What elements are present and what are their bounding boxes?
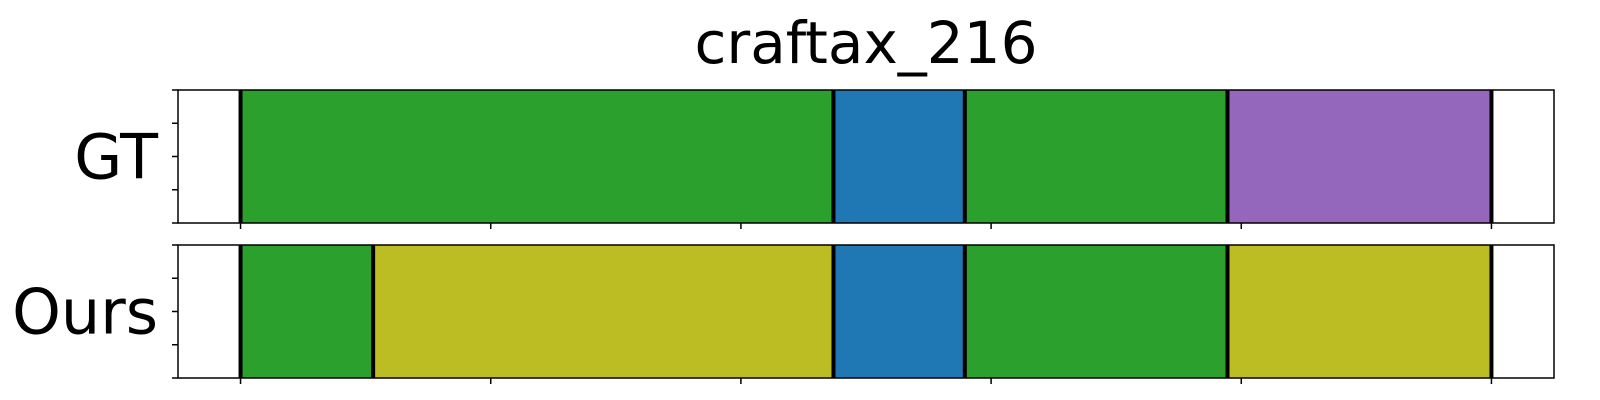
segment-gt-4 [1227, 90, 1492, 223]
segment-ours-5 [1227, 245, 1492, 378]
segment-ours-3 [833, 245, 965, 378]
row-label-gt: GT [74, 121, 159, 194]
segment-ours-2 [373, 245, 834, 378]
segment-ours-1 [240, 245, 374, 378]
chart-title: craftax_216 [695, 9, 1038, 77]
row-gt: GT [74, 89, 1555, 229]
row-ours: Ours [12, 244, 1555, 384]
row-label-ours: Ours [12, 276, 158, 349]
segment-ours-4 [964, 245, 1228, 378]
segment-gt-3 [964, 90, 1228, 223]
segment-gt-2 [833, 90, 965, 223]
segment-gt-1 [240, 90, 834, 223]
rows-layer: GT Ours [12, 89, 1555, 384]
